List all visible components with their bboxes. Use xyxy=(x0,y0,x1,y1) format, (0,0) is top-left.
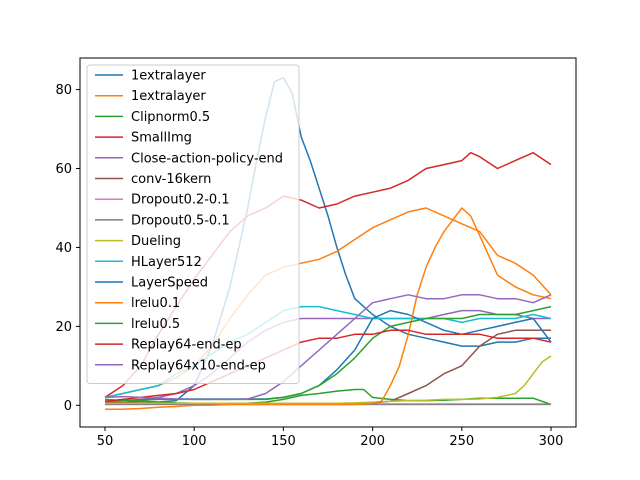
x-tick-label: 200 xyxy=(360,434,385,449)
legend-label: 1extralayer xyxy=(131,69,206,84)
legend-label: Replay64x10-end-ep xyxy=(131,358,266,373)
y-tick-label: 20 xyxy=(55,320,72,335)
series-line-8 xyxy=(105,355,552,405)
legend-label: Close-action-policy-end xyxy=(131,151,283,166)
legend-label: Dropout0.5-0.1 xyxy=(131,213,230,228)
legend-label: Dueling xyxy=(131,234,181,249)
legend-label: conv-16kern xyxy=(131,172,211,187)
legend-label: lrelu0.1 xyxy=(131,296,180,311)
legend-label: LayerSpeed xyxy=(131,276,208,291)
legend-label: lrelu0.5 xyxy=(131,317,180,332)
series-line-11 xyxy=(105,207,552,410)
x-tick-label: 100 xyxy=(182,434,207,449)
legend-label: Clipnorm0.5 xyxy=(131,110,210,125)
axes-layer: 50 100 150 200 250 300 0 20 40 60 80 xyxy=(55,83,563,449)
x-tick-label: 300 xyxy=(539,434,564,449)
y-tick-label: 0 xyxy=(64,399,72,414)
legend-box xyxy=(86,64,300,384)
x-tick-label: 150 xyxy=(271,434,296,449)
legend-label: Dropout0.2-0.1 xyxy=(131,193,230,208)
series-line-14 xyxy=(104,294,552,401)
legend: 1extralayer 1extralayer Clipnorm0.5 SmallIm… xyxy=(86,64,300,384)
legend-label: HLayer512 xyxy=(131,255,202,270)
y-tick-label: 40 xyxy=(55,241,72,256)
series-layer xyxy=(104,76,552,410)
series-line-13 xyxy=(104,329,552,403)
x-tick-label: 50 xyxy=(97,434,114,449)
plot-frame xyxy=(79,57,577,428)
x-tick-label: 250 xyxy=(449,434,474,449)
legend-label: 1extralayer xyxy=(131,89,206,104)
legend-label: Replay64-end-ep xyxy=(131,338,242,353)
y-tick-label: 80 xyxy=(55,83,72,98)
legend-label: SmallImg xyxy=(131,131,192,146)
y-tick-label: 60 xyxy=(55,162,72,177)
